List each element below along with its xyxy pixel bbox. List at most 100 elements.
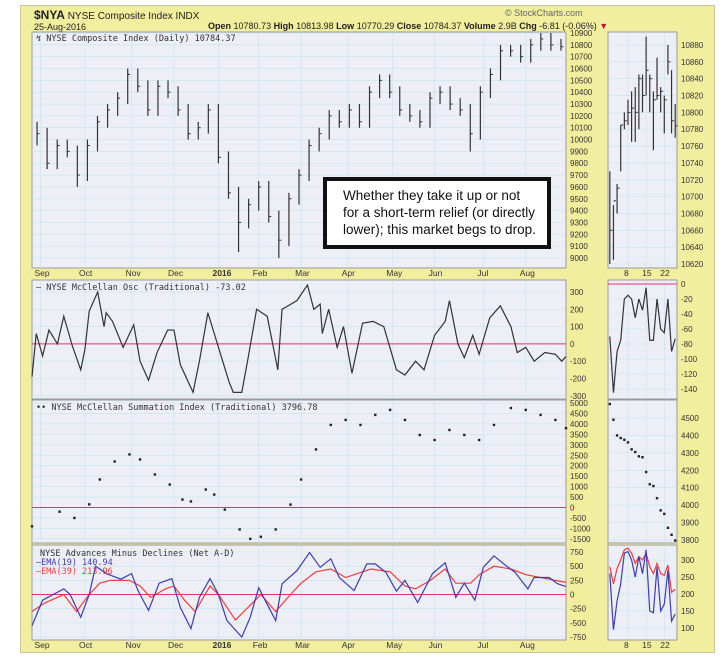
panel-background xyxy=(607,399,678,544)
y-tick-label: 10700 xyxy=(570,53,593,62)
summation-point xyxy=(644,470,648,474)
x-month-label: Aug xyxy=(520,640,535,650)
y-tick-label: -1500 xyxy=(570,535,591,544)
y-tick-label: -80 xyxy=(681,340,693,349)
panel-title: — NYSE McClellan Osc (Traditional) -73.0… xyxy=(36,283,246,293)
summation-point xyxy=(289,503,292,506)
y-tick-label: 3900 xyxy=(681,519,699,528)
y-tick-label: 4400 xyxy=(681,431,699,440)
y-tick-label: -500 xyxy=(570,619,587,628)
summation-point xyxy=(213,493,216,496)
y-tick-label: 10780 xyxy=(681,125,704,134)
y-tick-label: -1000 xyxy=(570,524,591,533)
y-tick-label: 250 xyxy=(681,573,695,582)
summation-point xyxy=(181,498,184,501)
x-day-label: 8 xyxy=(624,640,629,650)
y-tick-label: 4200 xyxy=(681,466,699,475)
y-tick-label: 3000 xyxy=(570,441,588,450)
y-tick-label: 100 xyxy=(681,624,695,633)
y-tick-label: -250 xyxy=(570,605,587,614)
summation-point xyxy=(623,438,626,441)
x-month-label: Jul xyxy=(477,268,488,278)
summation-point xyxy=(673,539,677,542)
y-tick-label: 1500 xyxy=(570,472,588,481)
y-tick-label: 4500 xyxy=(681,414,699,423)
summation-point xyxy=(663,512,666,516)
close-value: 10784.37 xyxy=(423,21,462,31)
low-label: Low xyxy=(336,21,355,31)
x-month-label: Jun xyxy=(429,640,443,650)
summation-point xyxy=(153,473,157,476)
high-label: High xyxy=(273,21,294,31)
y-tick-label: 3800 xyxy=(681,536,699,545)
open-value: 10780.73 xyxy=(233,21,272,31)
summation-point xyxy=(73,516,76,520)
x-month-label: Sep xyxy=(34,640,49,650)
x-month-label: Apr xyxy=(342,268,355,278)
close-label: Close xyxy=(396,21,422,31)
y-tick-label: 10300 xyxy=(570,100,593,109)
summation-point xyxy=(223,508,227,511)
summation-point xyxy=(314,448,318,451)
summation-point xyxy=(344,418,347,422)
y-tick-label: 1000 xyxy=(570,483,588,492)
x-month-label: 2016 xyxy=(212,640,231,650)
y-tick-label: 2500 xyxy=(570,451,588,460)
y-tick-label: 0 xyxy=(570,504,575,513)
y-tick-label: 200 xyxy=(681,590,695,599)
summation-point xyxy=(615,434,619,437)
y-tick-label: 10500 xyxy=(570,76,593,85)
ad-ema-line xyxy=(31,565,567,621)
summation-point xyxy=(564,426,568,430)
volume-label: Volume xyxy=(463,21,496,31)
y-tick-label: 750 xyxy=(570,548,584,557)
y-tick-label: 4000 xyxy=(681,501,699,510)
x-month-label: Dec xyxy=(168,268,184,278)
summation-point xyxy=(612,418,615,421)
x-day-label: 22 xyxy=(660,640,670,650)
summation-point xyxy=(30,525,34,528)
y-tick-label: 150 xyxy=(681,607,695,616)
y-tick-label: 10880 xyxy=(681,41,704,50)
y-tick-label: 5000 xyxy=(570,399,588,408)
y-tick-label: 4300 xyxy=(681,449,699,458)
y-tick-label: -20 xyxy=(681,295,693,304)
y-tick-label: -140 xyxy=(681,385,698,394)
y-tick-label: 10900 xyxy=(570,29,593,38)
summation-point xyxy=(274,528,277,531)
stockcharts-brand: © StockCharts.com xyxy=(505,8,583,18)
y-tick-label: 10820 xyxy=(681,92,704,101)
y-tick-label: -200 xyxy=(570,375,587,384)
annotation-line: for a short-term relief (or directly xyxy=(343,205,536,220)
summation-point xyxy=(626,441,630,444)
summation-point xyxy=(670,533,673,536)
x-month-label: May xyxy=(386,640,403,650)
y-tick-label: 9700 xyxy=(570,171,588,180)
index-name: NYSE Composite Index xyxy=(67,11,173,22)
change-value: -6.81 (-0.06%) xyxy=(539,21,597,31)
x-month-label: Feb xyxy=(253,268,268,278)
x-day-label: 15 xyxy=(642,268,652,278)
legend-entry: —EMA(39) 213.96 xyxy=(36,567,113,577)
y-tick-label: 10400 xyxy=(570,88,593,97)
summation-point xyxy=(238,528,241,531)
annotation-line: lower); this market begs to drop. xyxy=(343,222,536,237)
x-month-label: Sep xyxy=(34,268,49,278)
summation-point xyxy=(168,483,171,486)
summation-point xyxy=(492,423,496,427)
summation-point xyxy=(524,408,527,412)
y-tick-label: 10660 xyxy=(681,226,704,235)
summation-point xyxy=(418,433,421,437)
y-tick-label: -40 xyxy=(681,310,693,319)
x-month-label: Nov xyxy=(126,268,142,278)
summation-point xyxy=(329,423,332,427)
panel-background xyxy=(607,279,678,400)
x-month-label: Aug xyxy=(520,268,535,278)
summation-point xyxy=(652,484,655,488)
y-tick-label: 250 xyxy=(570,576,584,585)
x-month-label: 2016 xyxy=(212,268,231,278)
y-tick-label: -60 xyxy=(681,325,693,334)
y-tick-label: 10800 xyxy=(681,108,704,117)
y-tick-label: 10800 xyxy=(570,41,593,50)
x-month-label: Nov xyxy=(126,640,142,650)
